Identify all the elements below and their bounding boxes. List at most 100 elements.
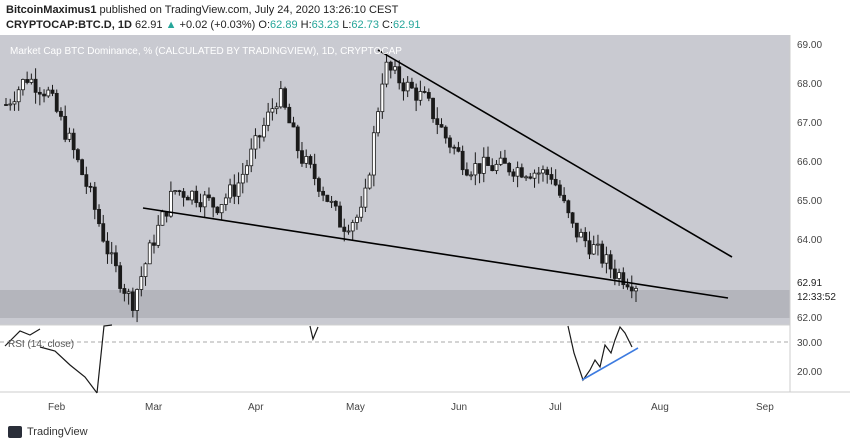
rsi-divergence-line[interactable] — [581, 347, 639, 381]
price-tick: 65.00 — [797, 196, 822, 207]
support-zone — [0, 290, 790, 318]
candle-body — [596, 243, 600, 246]
candle-body — [50, 89, 55, 94]
publisher-line: BitcoinMaximus1 published on TradingView… — [6, 4, 398, 16]
candle-body — [8, 103, 13, 106]
candle-body — [503, 157, 507, 164]
candle-body — [498, 157, 503, 165]
resistance-trendline[interactable] — [377, 49, 733, 258]
rsi-line-segment-1 — [4, 328, 41, 347]
change-value: +0.02 (+0.03%) — [179, 19, 256, 31]
candle-body — [410, 81, 414, 89]
candle-body — [549, 174, 554, 180]
candle-body — [515, 167, 520, 177]
candle-body — [304, 156, 309, 164]
symbol-name[interactable]: CRYPTOCAP:BTC.D, 1D — [6, 19, 132, 31]
candle-body — [122, 288, 127, 294]
candle-body — [33, 78, 38, 93]
brand[interactable]: TradingView — [8, 426, 88, 438]
candle-body — [566, 200, 571, 214]
candle-body — [211, 197, 216, 208]
candle-body — [473, 163, 478, 176]
open-label: O: — [258, 19, 271, 31]
candle-body — [393, 66, 397, 71]
high-value: 63.23 — [311, 19, 340, 31]
candle-body — [308, 156, 313, 165]
candle-body — [329, 200, 334, 203]
candle-body — [42, 93, 46, 97]
candle-body — [371, 132, 376, 176]
candle-body — [202, 194, 207, 208]
candle-body — [587, 240, 592, 255]
svg-text:Market Cap BTC Dominance, % (C: Market Cap BTC Dominance, % (CALCULATED … — [10, 46, 402, 57]
candle-body — [355, 216, 359, 223]
candle-body — [245, 165, 249, 175]
symbol-line: CRYPTOCAP:BTC.D, 1D 62.91 ▲ +0.02 (+0.03… — [6, 19, 421, 31]
candle-body — [481, 156, 486, 174]
candle-body — [545, 169, 550, 175]
candle-body — [608, 254, 613, 270]
rsi-pane[interactable] — [0, 325, 790, 392]
candle-body — [511, 171, 516, 177]
candle-body — [600, 243, 605, 264]
candle-body — [63, 115, 68, 140]
candle-body — [253, 135, 258, 150]
candle-body — [443, 126, 448, 139]
candle-body — [156, 224, 161, 246]
low-value: 62.73 — [351, 19, 379, 31]
candle-body — [101, 223, 106, 242]
candle-body — [283, 88, 287, 108]
candle-body — [325, 194, 330, 202]
candle-body — [16, 89, 21, 103]
rsi-line-segment-3 — [96, 324, 113, 394]
candle-body — [541, 169, 545, 174]
candle-body — [414, 87, 419, 101]
published-text: published on TradingView.com, July 24, 2… — [99, 4, 399, 16]
candle-body — [570, 212, 575, 224]
price-chart[interactable]: Market Cap BTC Dominance, % (CALCULATED … — [0, 35, 850, 420]
candle-body — [130, 291, 135, 311]
candle-body — [557, 184, 562, 196]
rsi-line-segment-4 — [309, 325, 319, 341]
candle-body — [604, 254, 609, 264]
support-trendline[interactable] — [142, 207, 729, 299]
candle-body — [190, 190, 194, 201]
tradingview-logo-icon — [8, 426, 22, 438]
candle-body — [236, 182, 241, 197]
candle-body — [194, 190, 199, 203]
change-arrow-icon: ▲ — [165, 19, 177, 31]
time-tick: Jul — [549, 402, 562, 413]
candle-body — [71, 132, 76, 151]
candle-body — [388, 61, 393, 71]
candle-body — [278, 88, 283, 108]
candle-body — [300, 150, 304, 164]
candle-body — [562, 194, 567, 202]
price-tick: 62.00 — [797, 313, 822, 324]
candle-body — [92, 186, 97, 210]
time-tick: Feb — [48, 402, 66, 413]
candle-body — [536, 172, 541, 175]
candle-body — [232, 184, 237, 197]
candle-body — [397, 66, 402, 84]
time-tick: Jun — [451, 402, 467, 413]
candle-body — [333, 200, 338, 207]
publisher-name[interactable]: BitcoinMaximus1 — [6, 4, 97, 16]
candle-body — [207, 194, 211, 199]
candle-body — [418, 91, 423, 101]
candle-body — [629, 286, 634, 292]
candle-body — [316, 178, 321, 192]
price-pane[interactable] — [0, 35, 790, 325]
candle-body — [118, 265, 123, 289]
candle-body — [88, 185, 93, 188]
candle-body — [75, 149, 80, 161]
candle-body — [126, 291, 131, 294]
countdown-label: 12:33:52 — [797, 292, 836, 303]
brand-label: TradingView — [27, 426, 88, 438]
candle-body — [519, 167, 524, 178]
last-price-label: 62.91 — [797, 278, 822, 289]
candle-body — [147, 242, 152, 265]
candle-body — [160, 211, 165, 226]
candle-body — [528, 176, 533, 179]
candle-body — [139, 276, 144, 290]
candle-body — [219, 204, 224, 214]
